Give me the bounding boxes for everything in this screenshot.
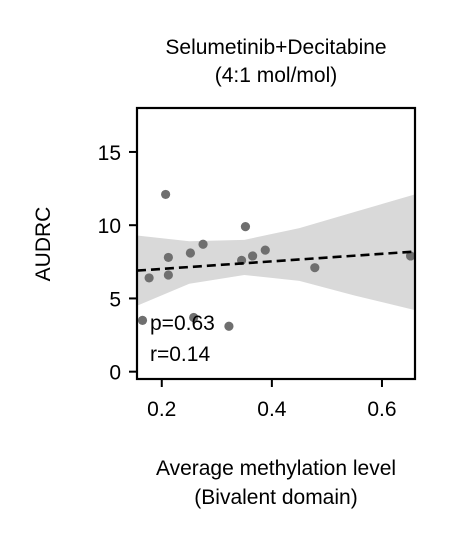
y-tick-label: 5 (109, 288, 121, 311)
data-point (185, 248, 195, 258)
x-axis-label-line1: Average methylation level (156, 457, 396, 480)
confidence-band (137, 194, 415, 311)
data-point (224, 321, 234, 331)
y-axis-label: AUDRC (32, 207, 55, 282)
chart-title-line1: Selumetinib+Decitabine (165, 36, 386, 59)
y-tick-label: 10 (98, 215, 121, 238)
plot-area (136, 189, 416, 331)
data-point (137, 315, 148, 326)
data-point (260, 245, 270, 255)
data-point (189, 312, 199, 323)
x-tick-label: 0.6 (367, 398, 396, 421)
annotation-p-value: p=0.63 (150, 312, 215, 335)
chart-title-line2: (4:1 mol/mol) (215, 64, 338, 87)
data-point (248, 251, 258, 261)
x-axis-label-line2: (Bivalent domain) (194, 486, 357, 509)
data-point (144, 273, 154, 283)
data-point (405, 251, 416, 261)
regression-line (136, 250, 416, 272)
x-tick-label: 0.4 (257, 398, 287, 421)
data-point (163, 252, 173, 263)
y-tick-label: 15 (98, 142, 121, 165)
annotation-r-value: r=0.14 (150, 343, 210, 366)
data-point (163, 270, 173, 280)
x-tick-label: 0.2 (147, 398, 176, 421)
data-point (198, 239, 208, 249)
data-point (310, 263, 320, 273)
data-point (240, 222, 251, 232)
y-tick-label: 0 (109, 362, 121, 385)
plot-frame (135, 106, 417, 381)
data-point (161, 189, 171, 200)
